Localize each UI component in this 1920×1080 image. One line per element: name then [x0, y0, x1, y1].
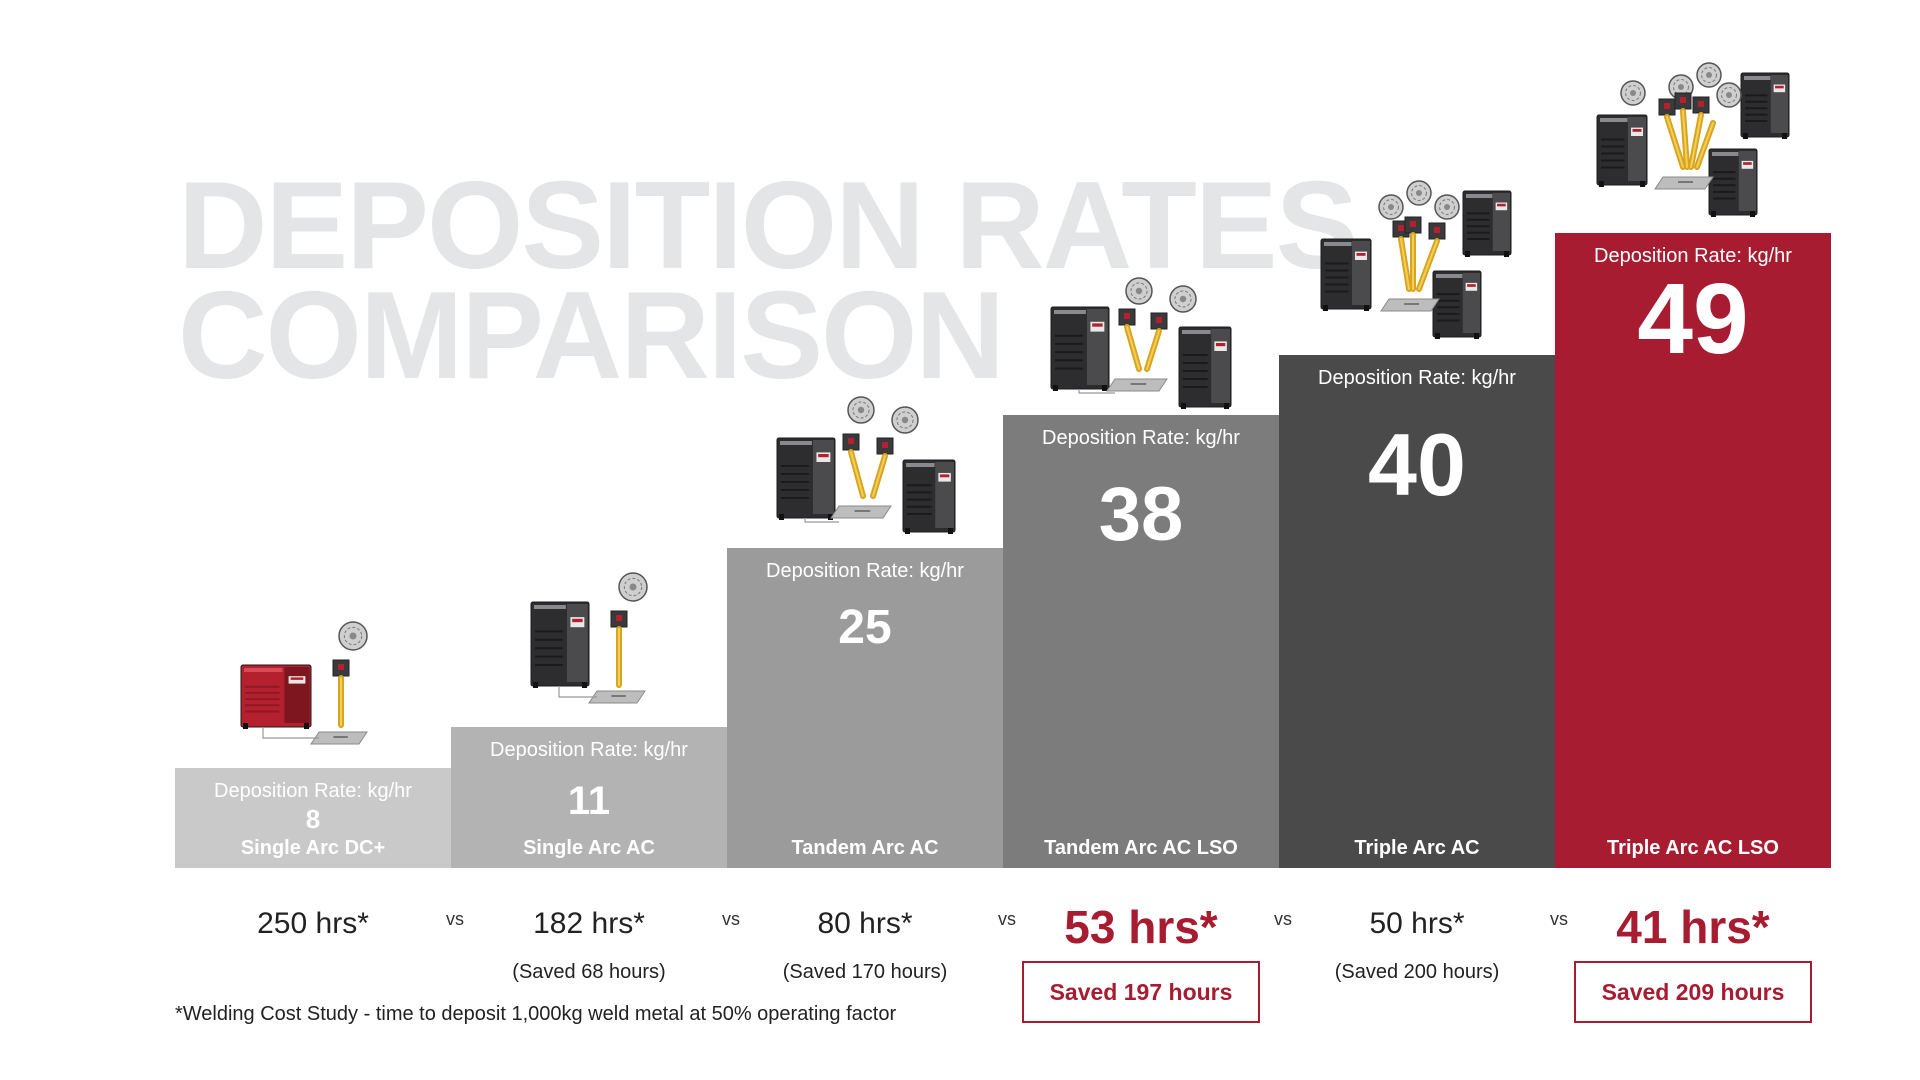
vs-label-4: vs — [1274, 909, 1292, 929]
bar-value-6: 49 — [1637, 263, 1748, 375]
saved-label-5: (Saved 200 hours) — [1335, 961, 1500, 983]
category-label-2: Single Arc AC — [523, 837, 655, 859]
bar-5 — [1279, 355, 1555, 868]
saved-label-4: Saved 197 hours — [1050, 979, 1233, 1005]
bar-2 — [451, 727, 727, 868]
vs-label-2: vs — [722, 909, 740, 929]
bar-6 — [1555, 233, 1831, 868]
saved-label-3: (Saved 170 hours) — [783, 961, 948, 983]
hours-label-5: 50 hrs* — [1369, 907, 1464, 940]
saved-label-2: (Saved 68 hours) — [512, 961, 665, 983]
category-label-3: Tandem Arc AC — [791, 837, 938, 859]
bar-value-5: 40 — [1368, 415, 1466, 514]
rate-label-5: Deposition Rate: kg/hr — [1318, 367, 1516, 389]
triple-arc-lso-welder-icon — [1596, 62, 1790, 217]
bar-value-2: 11 — [568, 779, 610, 823]
rate-label-6: Deposition Rate: kg/hr — [1594, 245, 1792, 267]
tandem-arc-lso-welder-icon — [1050, 277, 1232, 409]
bar-value-1: 8 — [306, 804, 320, 834]
single-arc-dc-welder-icon — [240, 621, 368, 745]
category-label-5: Triple Arc AC — [1354, 837, 1479, 859]
hours-label-6: 41 hrs* — [1616, 901, 1770, 953]
vs-label-1: vs — [446, 909, 464, 929]
bar-3 — [727, 548, 1003, 868]
bar-value-3: 25 — [838, 601, 891, 654]
rate-label-2: Deposition Rate: kg/hr — [490, 739, 688, 761]
saved-box-6 — [1574, 961, 1812, 1023]
category-label-1: Single Arc DC+ — [241, 837, 385, 859]
hours-label-1: 250 hrs* — [257, 907, 369, 940]
category-label-4: Tandem Arc AC LSO — [1044, 837, 1238, 859]
title-line2: COMPARISON — [178, 267, 1003, 405]
footnote: *Welding Cost Study - time to deposit 1,… — [175, 1003, 896, 1025]
category-label-6: Triple Arc AC LSO — [1607, 837, 1779, 859]
bar-4 — [1003, 415, 1279, 868]
rate-label-4: Deposition Rate: kg/hr — [1042, 427, 1240, 449]
saved-label-6: Saved 209 hours — [1602, 979, 1785, 1005]
vs-label-3: vs — [998, 909, 1016, 929]
title-line1: DEPOSITION RATES — [178, 157, 1356, 295]
hours-label-4: 53 hrs* — [1064, 901, 1218, 953]
hours-label-2: 182 hrs* — [533, 907, 645, 940]
rate-label-1: Deposition Rate: kg/hr — [214, 780, 412, 802]
saved-box-4 — [1022, 961, 1260, 1023]
hours-row: 250 hrs* vs 182 hrs* (Saved 68 hours) vs 80 h… — [257, 901, 1812, 1023]
icons-layer — [240, 62, 1790, 745]
rate-label-3: Deposition Rate: kg/hr — [766, 560, 964, 582]
vs-label-5: vs — [1550, 909, 1568, 929]
hours-label-3: 80 hrs* — [817, 907, 912, 940]
triple-arc-welder-icon — [1320, 180, 1512, 339]
tandem-arc-welder-icon — [776, 396, 956, 534]
single-arc-ac-welder-icon — [530, 572, 648, 704]
bar-1 — [175, 768, 451, 868]
bar-value-4: 38 — [1099, 472, 1184, 557]
